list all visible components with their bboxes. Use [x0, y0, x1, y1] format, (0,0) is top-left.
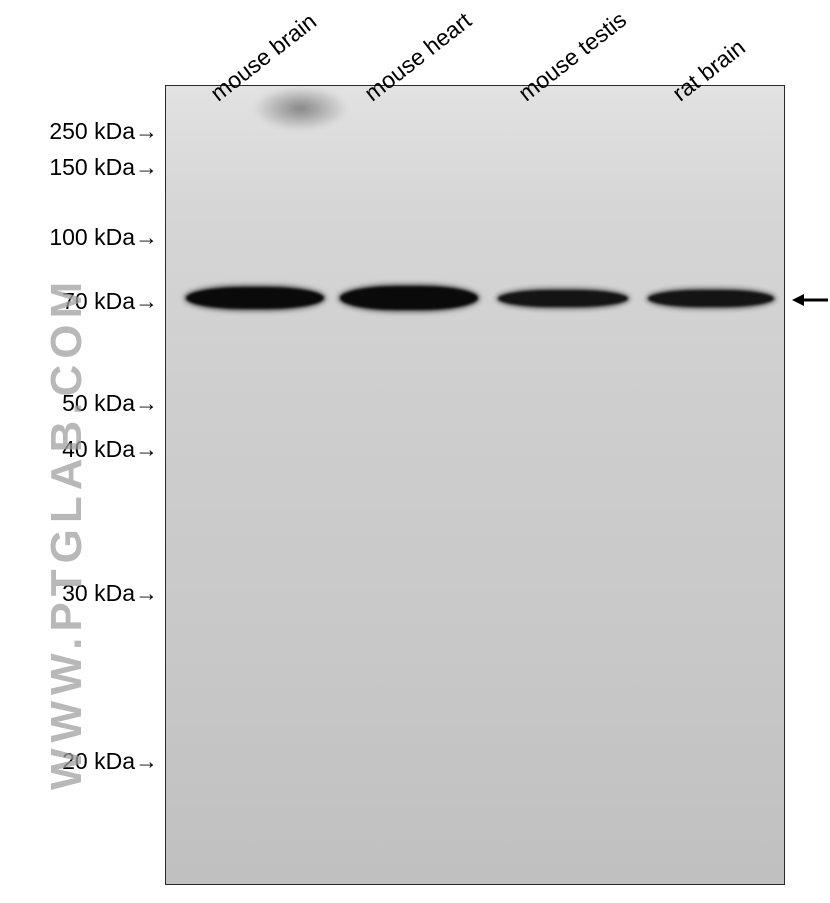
band-lane-3: [498, 290, 628, 307]
mw-label-40: 40 kDa→: [0, 436, 158, 463]
mw-label-30: 30 kDa→: [0, 580, 158, 607]
mw-label-text: 30 kDa→: [62, 580, 158, 606]
band-indicator-arrow-icon: [792, 291, 828, 309]
figure-container: { "figure": { "width_px": 830, "height_p…: [0, 0, 830, 903]
mw-label-20: 20 kDa→: [0, 748, 158, 775]
mw-label-100: 100 kDa→: [0, 224, 158, 251]
mw-label-text: 150 kDa→: [49, 154, 158, 180]
band-lane-1: [186, 287, 324, 309]
mw-label-150: 150 kDa→: [0, 154, 158, 181]
mw-label-text: 100 kDa→: [49, 224, 158, 250]
mw-label-text: 40 kDa→: [62, 436, 158, 462]
mw-label-text: 20 kDa→: [62, 748, 158, 774]
membrane-artifact-smudge: [253, 86, 348, 131]
band-lane-2: [340, 286, 478, 310]
mw-label-70: 70 kDa→: [0, 288, 158, 315]
membrane-background: [166, 86, 784, 884]
band-lane-4: [648, 290, 774, 307]
mw-label-250: 250 kDa→: [0, 118, 158, 145]
mw-label-50: 50 kDa→: [0, 390, 158, 417]
mw-label-text: 50 kDa→: [62, 390, 158, 416]
western-blot-membrane: [165, 85, 785, 885]
mw-label-text: 70 kDa→: [62, 288, 158, 314]
mw-label-text: 250 kDa→: [49, 118, 158, 144]
